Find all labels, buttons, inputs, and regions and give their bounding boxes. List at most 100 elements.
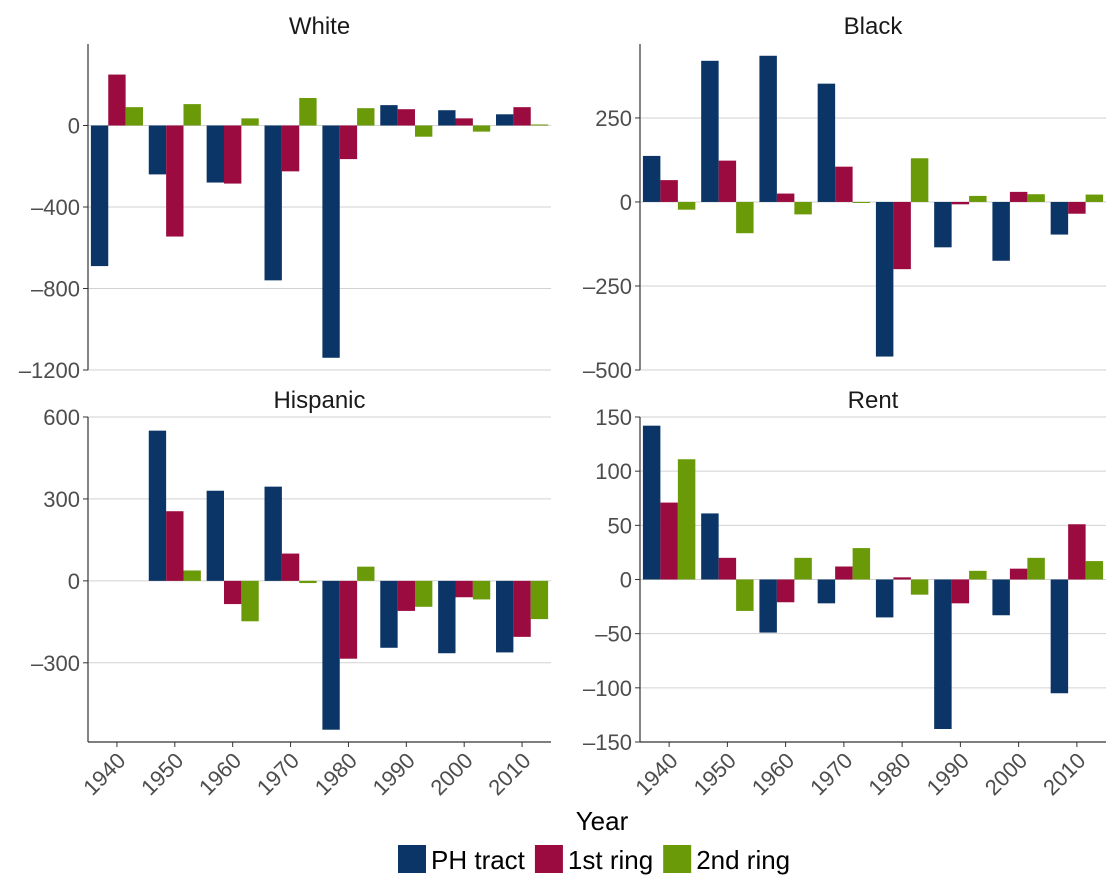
y-tick-label: 50: [608, 513, 632, 538]
bar-white-1970-2nd-ring: [299, 97, 317, 126]
legend-label: 1st ring: [568, 845, 653, 875]
bar-hispanic-1980-1st-ring: [339, 580, 358, 659]
bar-rent-1950-1st-ring: [718, 557, 737, 580]
bar-rent-1960-1st-ring: [776, 579, 795, 603]
x-tick-label: 1940: [78, 748, 130, 800]
bar-black-1950-ph-tract: [701, 60, 719, 202]
legend-item-2nd-ring: 2nd ring: [663, 845, 790, 875]
x-tick-label: 1950: [689, 748, 741, 800]
bar-white-1950-2nd-ring: [183, 104, 201, 126]
x-tick-label: 1990: [922, 748, 974, 800]
y-tick-label: –150: [583, 730, 632, 755]
panel-hispanic: Hispanic 600 300 0 –300 1940 1950 1960 1970 1980 1…: [31, 387, 551, 800]
bar-white-1980-ph-tract: [322, 125, 340, 358]
legend-swatch: [398, 845, 426, 873]
bar-black-1960-ph-tract: [759, 55, 777, 202]
bar-rent-1980-1st-ring: [893, 577, 911, 580]
bar-white-1990-ph-tract: [380, 105, 398, 126]
legend-item-ph-tract: PH tract: [398, 845, 526, 875]
bar-hispanic-1980-ph-tract: [322, 580, 340, 730]
x-tick-label: 1940: [630, 748, 682, 800]
y-tick-label: –800: [31, 277, 80, 302]
bar-white-1990-1st-ring: [397, 109, 415, 126]
x-tick-label: 1970: [252, 748, 304, 800]
bar-rent-2010-2nd-ring: [1085, 561, 1104, 580]
x-tick-label: 1980: [310, 748, 362, 800]
legend-swatch: [663, 845, 692, 873]
x-tick-label: 1960: [747, 748, 799, 800]
y-tick-label: 0: [68, 569, 80, 594]
x-axis-title: Year: [576, 806, 629, 836]
bar-black-1960-1st-ring: [776, 193, 795, 202]
y-tick-label: 0: [68, 114, 80, 139]
bar-black-1940-ph-tract: [642, 155, 661, 202]
y-tick-label: –400: [31, 195, 80, 220]
bar-black-1970-1st-ring: [835, 166, 853, 202]
bar-black-1940-2nd-ring: [677, 201, 696, 210]
bar-rent-1970-ph-tract: [817, 579, 836, 604]
y-tick-label: –50: [595, 622, 632, 647]
bar-rent-2000-1st-ring: [1009, 568, 1028, 580]
bar-hispanic-2010-ph-tract: [496, 580, 514, 653]
x-tick-label: 2010: [1038, 748, 1090, 800]
bar-white-2000-ph-tract: [438, 110, 456, 126]
y-tick-label: 250: [595, 106, 632, 131]
bar-white-1980-1st-ring: [339, 125, 358, 160]
bar-black-1990-1st-ring: [951, 201, 970, 205]
panel-title: Black: [844, 13, 904, 40]
bar-hispanic-1970-1st-ring: [281, 553, 300, 581]
bar-black-1950-2nd-ring: [736, 201, 754, 234]
bar-black-1940-1st-ring: [660, 180, 678, 202]
y-tick-label: –1200: [19, 358, 80, 383]
bar-black-1950-1st-ring: [718, 160, 737, 202]
legend-label: PH tract: [431, 845, 526, 875]
bar-white-1940-ph-tract: [90, 125, 109, 267]
bar-hispanic-1950-1st-ring: [166, 511, 184, 581]
bar-black-1980-ph-tract: [875, 201, 894, 357]
y-tick-label: –500: [583, 358, 632, 383]
x-tick-label: 2000: [425, 748, 477, 800]
panel-white: White 0 –400 –800 –1200: [19, 13, 551, 383]
chart-panels: White0–400–800–1200Black2500–250–500Hisp…: [19, 13, 1106, 800]
y-tick-label: 600: [43, 405, 80, 430]
y-tick-label: 100: [595, 459, 632, 484]
panel-title: Hispanic: [273, 387, 365, 414]
bar-hispanic-2000-1st-ring: [455, 580, 473, 598]
x-tick-label: 1990: [368, 748, 420, 800]
bar-rent-1990-1st-ring: [951, 579, 970, 604]
bar-white-2000-2nd-ring: [472, 125, 491, 132]
bar-white-1980-2nd-ring: [357, 108, 375, 126]
bar-hispanic-1990-1st-ring: [397, 580, 415, 611]
bar-hispanic-1960-1st-ring: [224, 580, 242, 605]
y-tick-label: 0: [620, 190, 632, 215]
panel-black: Black 250 0 –250 –500: [583, 13, 1106, 383]
bar-black-1980-1st-ring: [893, 201, 911, 270]
bar-black-2000-ph-tract: [992, 201, 1010, 261]
bar-hispanic-1950-ph-tract: [148, 430, 167, 581]
bar-hispanic-2000-ph-tract: [438, 580, 456, 654]
bar-white-1960-2nd-ring: [241, 118, 259, 126]
x-tick-label: 2010: [483, 748, 535, 800]
x-tick-label: 1960: [194, 748, 246, 800]
bar-black-1970-ph-tract: [817, 83, 836, 202]
bar-white-1960-ph-tract: [206, 125, 225, 183]
bar-rent-1940-ph-tract: [642, 425, 661, 580]
bar-white-2010-2nd-ring: [530, 124, 549, 126]
bar-white-1950-1st-ring: [166, 125, 184, 237]
bar-rent-1970-2nd-ring: [852, 548, 871, 580]
panel-title: White: [289, 13, 350, 40]
bar-rent-1990-2nd-ring: [969, 570, 987, 580]
x-tick-label: 2000: [980, 748, 1032, 800]
bar-rent-1950-2nd-ring: [736, 579, 754, 611]
bar-rent-1990-ph-tract: [934, 579, 952, 729]
legend-item-1st-ring: 1st ring: [534, 845, 653, 875]
bar-white-1990-2nd-ring: [414, 125, 433, 137]
bar-rent-2010-1st-ring: [1068, 524, 1086, 580]
bar-hispanic-2000-2nd-ring: [472, 580, 491, 600]
bar-white-1940-1st-ring: [108, 74, 126, 126]
bar-white-1960-1st-ring: [224, 125, 242, 184]
x-tick-label: 1970: [805, 748, 857, 800]
legend-label: 2nd ring: [696, 845, 790, 875]
